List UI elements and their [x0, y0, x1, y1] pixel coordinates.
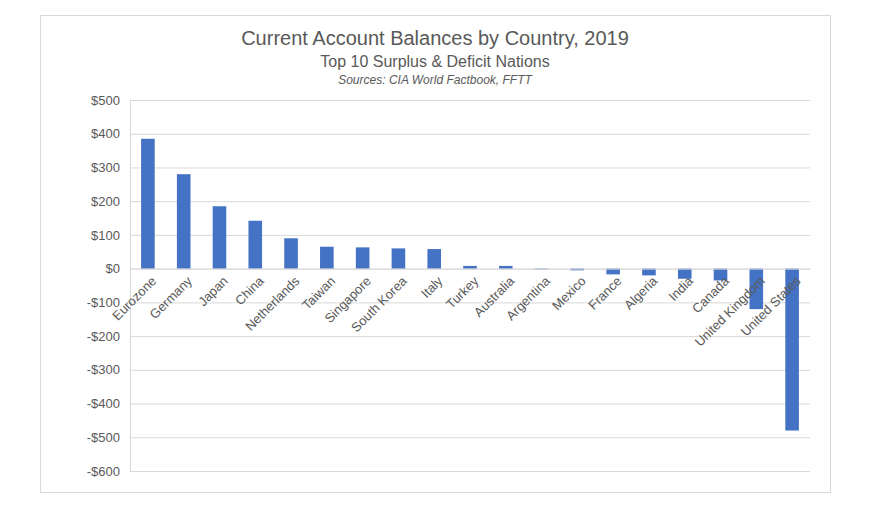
- x-tick: Italy: [418, 269, 446, 301]
- y-tick-label: -$300: [87, 362, 120, 377]
- y-tick-label: $200: [91, 194, 120, 209]
- bar: [392, 248, 406, 268]
- y-tick: $300: [91, 160, 130, 175]
- chart: Current Account Balances by Country, 201…: [0, 0, 872, 511]
- bar: [141, 139, 155, 269]
- y-tick: $200: [91, 194, 130, 209]
- annotation: Sources: CIA World Factbook, FFTT: [338, 73, 533, 87]
- y-tick: -$200: [87, 329, 130, 344]
- x-tick: Netherlands: [242, 269, 303, 334]
- subtitle: Top 10 Surplus & Deficit Nations: [320, 53, 549, 70]
- bar: [320, 247, 334, 269]
- y-tick: -$400: [87, 396, 130, 411]
- x-tick: Algeria: [621, 269, 661, 313]
- grid-line: [130, 471, 810, 472]
- grid-line: [130, 134, 810, 135]
- y-tick-label: $500: [91, 93, 120, 108]
- bar: [284, 238, 298, 268]
- x-tick-label: Mexico: [549, 273, 589, 313]
- grid-line: [130, 269, 810, 270]
- x-tick-label: South Korea: [348, 273, 410, 335]
- y-axis: $500$400$300$200$100$0-$100-$200-$300-$4…: [87, 93, 131, 479]
- y-tick: $500: [91, 93, 130, 108]
- y-tick: $400: [91, 126, 130, 141]
- x-tick: India: [666, 269, 697, 304]
- x-tick-label: Algeria: [621, 273, 661, 313]
- grid-line: [130, 437, 810, 438]
- grid-line: [130, 404, 810, 405]
- x-tick-label: Germany: [147, 273, 196, 322]
- x-tick-label: Argentina: [503, 273, 554, 324]
- bar: [248, 221, 262, 269]
- chart-frame: [41, 16, 831, 493]
- x-tick-label: France: [585, 273, 624, 312]
- y-tick-label: -$400: [87, 396, 120, 411]
- y-axis-line: [130, 101, 131, 472]
- grid-line: [130, 100, 810, 101]
- x-axis: EurozoneGermanyJapanChinaNetherlandsTaiw…: [109, 269, 810, 350]
- y-tick-label: $100: [91, 228, 120, 243]
- bars: [141, 139, 799, 431]
- x-tick: Argentina: [503, 269, 554, 324]
- x-tick: Germany: [147, 269, 196, 322]
- y-tick: -$600: [87, 464, 130, 479]
- x-tick-label: Japan: [195, 273, 231, 309]
- grid-line: [130, 235, 810, 236]
- bar: [356, 247, 370, 268]
- bar: [499, 266, 513, 269]
- bar: [427, 249, 441, 269]
- x-tick: South Korea: [348, 269, 410, 335]
- y-tick-label: -$200: [87, 329, 120, 344]
- y-tick: $100: [91, 228, 130, 243]
- y-tick-label: $400: [91, 126, 120, 141]
- grid-line: [130, 201, 810, 202]
- bar: [213, 206, 227, 268]
- title: Current Account Balances by Country, 201…: [241, 27, 629, 49]
- grid-line: [130, 370, 810, 371]
- y-tick-label: $300: [91, 160, 120, 175]
- y-tick: -$500: [87, 430, 130, 445]
- x-tick: Mexico: [549, 269, 589, 313]
- y-tick-label: -$600: [87, 464, 120, 479]
- y-tick-label: -$500: [87, 430, 120, 445]
- x-tick-label: Netherlands: [242, 273, 303, 334]
- x-tick-label: India: [666, 273, 697, 304]
- x-tick-label: United States: [738, 273, 804, 339]
- y-tick: $0: [106, 261, 130, 276]
- bar: [177, 174, 191, 268]
- bar: [463, 266, 477, 269]
- y-tick: -$300: [87, 362, 130, 377]
- grid-line: [130, 167, 810, 168]
- x-tick: United States: [738, 269, 804, 340]
- x-tick-label: Italy: [418, 273, 446, 301]
- y-tick-label: $0: [106, 261, 120, 276]
- x-tick: France: [585, 269, 624, 313]
- grid: [130, 101, 810, 472]
- x-axis-line: [131, 269, 811, 270]
- x-tick: Japan: [195, 269, 231, 309]
